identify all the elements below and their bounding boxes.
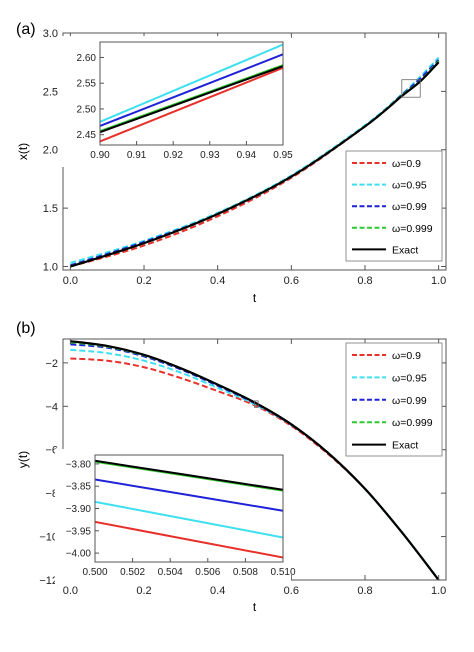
chart-panel-2: 0.0 0.2 0.4 0.6 0.8 1.0 −2 −4 −6 −8 −10 −12 t y(t) (b)… [16,320,447,614]
inset-x-tick-label: 0.502 [120,567,145,578]
inset-frame [99,41,284,146]
legend-label-4: ω=0.999 [392,417,433,429]
panel-label: (b) [16,320,36,337]
x-tick-label: 0.4 [210,585,225,597]
panel-label: (a) [16,21,36,38]
x-axis-label: t [253,291,257,305]
inset-x-tick-label: 0.506 [195,567,220,578]
legend-label-5: Exact [392,440,418,452]
inset-series-line-1 [100,66,283,143]
x-tick-label: 1.0 [431,275,446,287]
inset-series-group [95,459,283,559]
x-tick-label: 0.8 [357,275,372,287]
inset-series-group [100,43,283,143]
y-tick-label: −6 [45,445,58,457]
legend: ω=0.9 ω=0.95 ω=0.99 ω=0.999 Exact [345,342,443,457]
x-tick-label: 1.0 [431,585,446,597]
legend-label-2: ω=0.95 [392,180,427,192]
legend-label-3: ω=0.99 [392,395,427,407]
inset-y-tick-label: 2.50 [77,104,97,115]
inset-series-line-2 [100,43,283,123]
x-tick-label: 0.2 [136,585,151,597]
inset-x-tick-label: 0.94 [237,150,257,161]
zoom-box [254,400,259,408]
inset-series-line-1 [95,520,283,559]
inset: 0.90 0.91 0.92 0.93 0.94 0.95 2.45 2.50 2.55 2.60 [60,36,293,167]
inset-y-tick-label: 2.60 [77,53,97,64]
y-tick-label: 2.5 [43,86,58,98]
inset-x-tick-label: 0.91 [127,150,147,161]
legend-label-1: ω=0.9 [392,350,421,362]
x-tick-label: 0.2 [136,275,151,287]
x-tick-label: 0.0 [63,275,78,287]
series-group [70,56,440,268]
inset-x-tick-label: 0.95 [273,150,293,161]
inset-series-line-3 [95,478,283,512]
inset-y-tick-label: −3.90 [66,504,92,515]
y-tick-label: −4 [45,401,58,413]
x-tick-label: 0.8 [357,585,372,597]
inset-x-tick-label: 0.90 [90,150,110,161]
legend-label-4: ω=0.999 [392,223,433,235]
y-tick-label: 2.0 [43,145,58,157]
y-tick-label: 1.5 [43,203,58,215]
chart-panel-1: 0.0 0.2 0.4 0.6 0.8 1.0 1.0 1.5 2.0 2.5 3.0 t x(t) (a… [16,21,447,305]
inset-y-tick-label: −4.00 [66,549,92,560]
y-tick-label: −2 [45,358,58,370]
inset-y-tick-label: 2.55 [77,79,97,90]
x-tick-label: 0.6 [284,275,299,287]
y-tick-label: 3.0 [43,28,58,40]
inset-series-line-2 [95,500,283,539]
inset-x-tick-label: 0.93 [200,150,220,161]
legend-label-5: Exact [392,244,418,256]
x-tick-label: 0.0 [63,585,78,597]
inset: 0.500 0.502 0.504 0.506 0.508 0.510 −3.80 −3.85… [55,449,296,584]
zoom-box [401,79,421,98]
inset-x-tick-label: 0.508 [233,567,258,578]
inset-x-tick-label: 0.510 [270,567,295,578]
inset-x-tick-label: 0.500 [82,567,107,578]
y-tick-label: −8 [45,488,58,500]
x-tick-label: 0.4 [210,275,225,287]
legend-label-3: ω=0.99 [392,201,427,213]
legend-label-2: ω=0.95 [392,372,427,384]
y-tick-label: −12 [39,575,58,587]
inset-series-line-5 [95,459,283,491]
y-axis-label: x(t) [16,143,30,160]
inset-y-tick-label: −3.95 [66,526,92,537]
inset-y-tick-label: −3.85 [66,482,92,493]
inset-y-tick-label: 2.45 [77,130,97,141]
y-tick-label: 1.0 [43,261,58,273]
legend-label-1: ω=0.9 [392,158,421,170]
x-tick-label: 0.6 [284,585,299,597]
y-axis-label: y(t) [16,451,30,468]
inset-x-tick-label: 0.92 [163,150,183,161]
inset-x-tick-label: 0.504 [158,567,183,578]
series-line-5 [70,61,440,268]
inset-series-line-5 [100,65,283,134]
legend: ω=0.9 ω=0.95 ω=0.99 ω=0.999 Exact [345,150,443,262]
inset-y-tick-label: −3.80 [66,459,92,470]
y-tick-label: −10 [39,532,58,544]
x-axis-label: t [253,600,257,614]
inset-series-line-3 [100,53,283,127]
